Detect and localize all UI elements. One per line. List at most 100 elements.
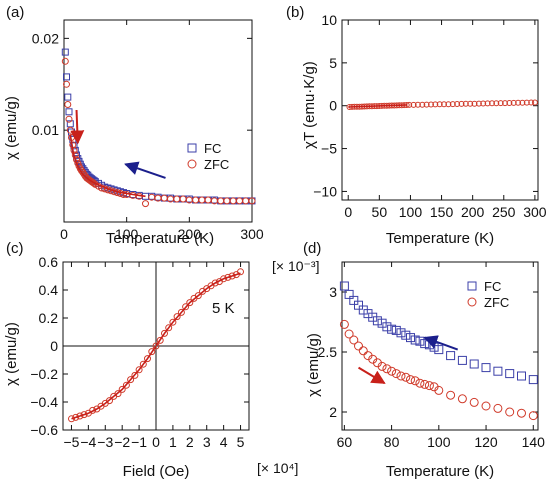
panel-c-x-tick-label: −3 (97, 434, 113, 450)
panel-a-frame (63, 19, 253, 223)
panel-d-arrow (423, 335, 459, 351)
panel-c-point-zfc (144, 355, 151, 363)
panel-c-point-zfc (161, 329, 168, 337)
panel-b-x-axis-title: Temperature (K) (386, 230, 494, 247)
panel-d-point-fc (505, 369, 515, 379)
panel-d-point-fc (339, 281, 349, 291)
panel-d-frame (341, 261, 539, 431)
panel-d-point-zfc (505, 407, 515, 417)
panel-d-x-axis-title: Temperature (K) (386, 463, 494, 480)
panel-b-point-zfc (502, 100, 508, 107)
panel-a-point-zfc (242, 197, 250, 205)
panel-a-point-zfc (217, 197, 225, 205)
panel-c-point-zfc (169, 318, 177, 326)
panel-b-point-zfc (423, 101, 430, 108)
panel-d-x-tick-label: 100 (427, 434, 451, 450)
panel-d-legend-label: FC (484, 279, 501, 294)
panel-c-y-tick-label: 0.2 (39, 310, 59, 326)
panel-b-y-tick-label: 10 (321, 12, 337, 28)
panel-a-point-zfc (204, 196, 212, 204)
panel-a-y-tick-label: 0.02 (32, 30, 59, 46)
panel-c-point-zfc (165, 324, 173, 332)
panel-d-point-fc (429, 342, 439, 352)
panel-b-x-tick-label: 150 (430, 204, 454, 220)
panel-b-y-tick-label: 0 (329, 98, 337, 114)
panel-d-y-tick-label: 2.5 (318, 344, 338, 360)
panel-c-point-zfc (173, 313, 181, 321)
panel-c-point-zfc (127, 376, 135, 384)
panel-b-point-zfc (441, 101, 447, 108)
panel-c-x-tick-label: 3 (203, 434, 211, 450)
panel-a-arrow (124, 161, 166, 179)
panel-d-point-zfc (528, 411, 538, 421)
panel-d-point-fc (382, 322, 392, 332)
panel-b-x-tick-label: 200 (461, 204, 485, 220)
panel-a-point-zfc (192, 196, 200, 204)
panel-b-x-tick-label: 300 (523, 204, 547, 220)
panel-c-x-tick-label: −4 (80, 434, 96, 450)
panel-a-point-fc (61, 48, 69, 56)
panel-a-point-zfc (198, 196, 206, 204)
panel-a-legend-label: FC (204, 141, 221, 156)
panel-c-point-zfc (152, 342, 160, 350)
panel-b-point-zfc (531, 99, 538, 106)
panel-d-point-zfc (457, 394, 467, 404)
panel-b-point-zfc (458, 100, 465, 107)
panel-d-point-zfc (481, 401, 491, 411)
panel-c-point-zfc (186, 299, 194, 307)
panel-b-point-zfc (419, 101, 426, 108)
panel-b-point-zfc (519, 99, 526, 106)
panel-c-point-zfc (237, 268, 244, 276)
panel-c-x-tick-label: 1 (169, 434, 177, 450)
panel-d-point-zfc (469, 397, 479, 407)
panel-c-plot: −5 −4 −3 −2 −1 0 1 2 3 4 5−0.6−0.4−0.200.20.40.6 (30, 254, 250, 450)
panel-b-point-zfc (462, 100, 469, 107)
panel-c-point-zfc (224, 273, 232, 281)
panel-d-point-zfc (396, 371, 406, 381)
panel-b-point-zfc (497, 100, 504, 107)
panel-a-x-tick-label: 200 (178, 226, 202, 242)
panel-d-label: (d) (303, 240, 321, 257)
panel-b-label: (b) (286, 4, 304, 21)
panel-c-x-tick-label: −5 (63, 434, 79, 450)
panel-d-point-zfc (382, 364, 392, 374)
panel-c-x-multiplier: [× 10⁴] (257, 460, 298, 476)
panel-d-point-fc (406, 333, 415, 343)
panel-c-y-tick-label: 0 (50, 338, 58, 354)
panel-c-fit-line (71, 272, 241, 420)
panel-c-point-zfc (148, 348, 156, 356)
panel-d-x-tick-label: 140 (522, 434, 546, 450)
panel-c-point-zfc (76, 412, 84, 420)
panel-b-point-zfc (436, 101, 443, 108)
panel-b-y-tick-label: −10 (313, 183, 337, 199)
panel-a-point-zfc (64, 101, 72, 108)
panel-c-point-zfc (182, 303, 190, 311)
panel-a-point-zfc (120, 191, 127, 198)
panel-c-point-zfc (131, 371, 139, 379)
panel-d-point-fc (396, 328, 406, 338)
panel-a-point-zfc (63, 80, 70, 88)
panel-c-label: (c) (6, 240, 24, 257)
panel-d-point-fc (446, 351, 456, 361)
panel-c-point-zfc (122, 381, 130, 389)
panel-c-y-axis-title: χ (emu/g) (3, 322, 20, 386)
panel-d-point-zfc (446, 390, 456, 400)
panel-c-point-zfc (106, 397, 113, 405)
panel-b-point-zfc (414, 101, 421, 108)
panel-b-point-zfc (445, 101, 452, 108)
panel-b-x-tick-label: 250 (492, 204, 516, 220)
panel-b-point-zfc (410, 101, 417, 108)
panel-d-y-axis-title: χ (emu/g) (305, 333, 322, 397)
panel-a-legend-marker-fc (187, 143, 197, 153)
panel-b-point-zfc (528, 99, 535, 106)
panel-c-point-zfc (72, 413, 80, 421)
panel-b-x-tick-label: 0 (344, 204, 352, 220)
panel-d-point-zfc (358, 346, 368, 356)
panel-c-point-zfc (68, 415, 75, 423)
panel-a-point-zfc (236, 197, 243, 205)
panel-c-point-zfc (228, 272, 236, 280)
panel-c-x-tick-label: 0 (152, 434, 160, 450)
panel-d-point-zfc (349, 335, 359, 345)
